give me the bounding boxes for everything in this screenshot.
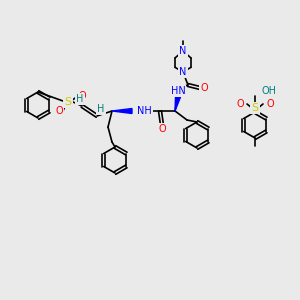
Text: O: O (236, 99, 244, 109)
Text: O: O (78, 91, 86, 101)
Text: HN: HN (171, 86, 185, 96)
Text: N: N (179, 46, 187, 56)
Text: O: O (266, 99, 274, 109)
Polygon shape (175, 97, 181, 111)
Text: S: S (251, 103, 259, 113)
Polygon shape (112, 109, 132, 113)
Text: O: O (158, 124, 166, 134)
Text: H: H (97, 104, 105, 114)
Text: OH: OH (261, 86, 276, 96)
Text: NH: NH (137, 106, 152, 116)
Text: S: S (64, 97, 72, 107)
Text: O: O (200, 83, 208, 93)
Text: H: H (76, 94, 84, 104)
Text: O: O (55, 106, 63, 116)
Text: N: N (179, 67, 187, 77)
